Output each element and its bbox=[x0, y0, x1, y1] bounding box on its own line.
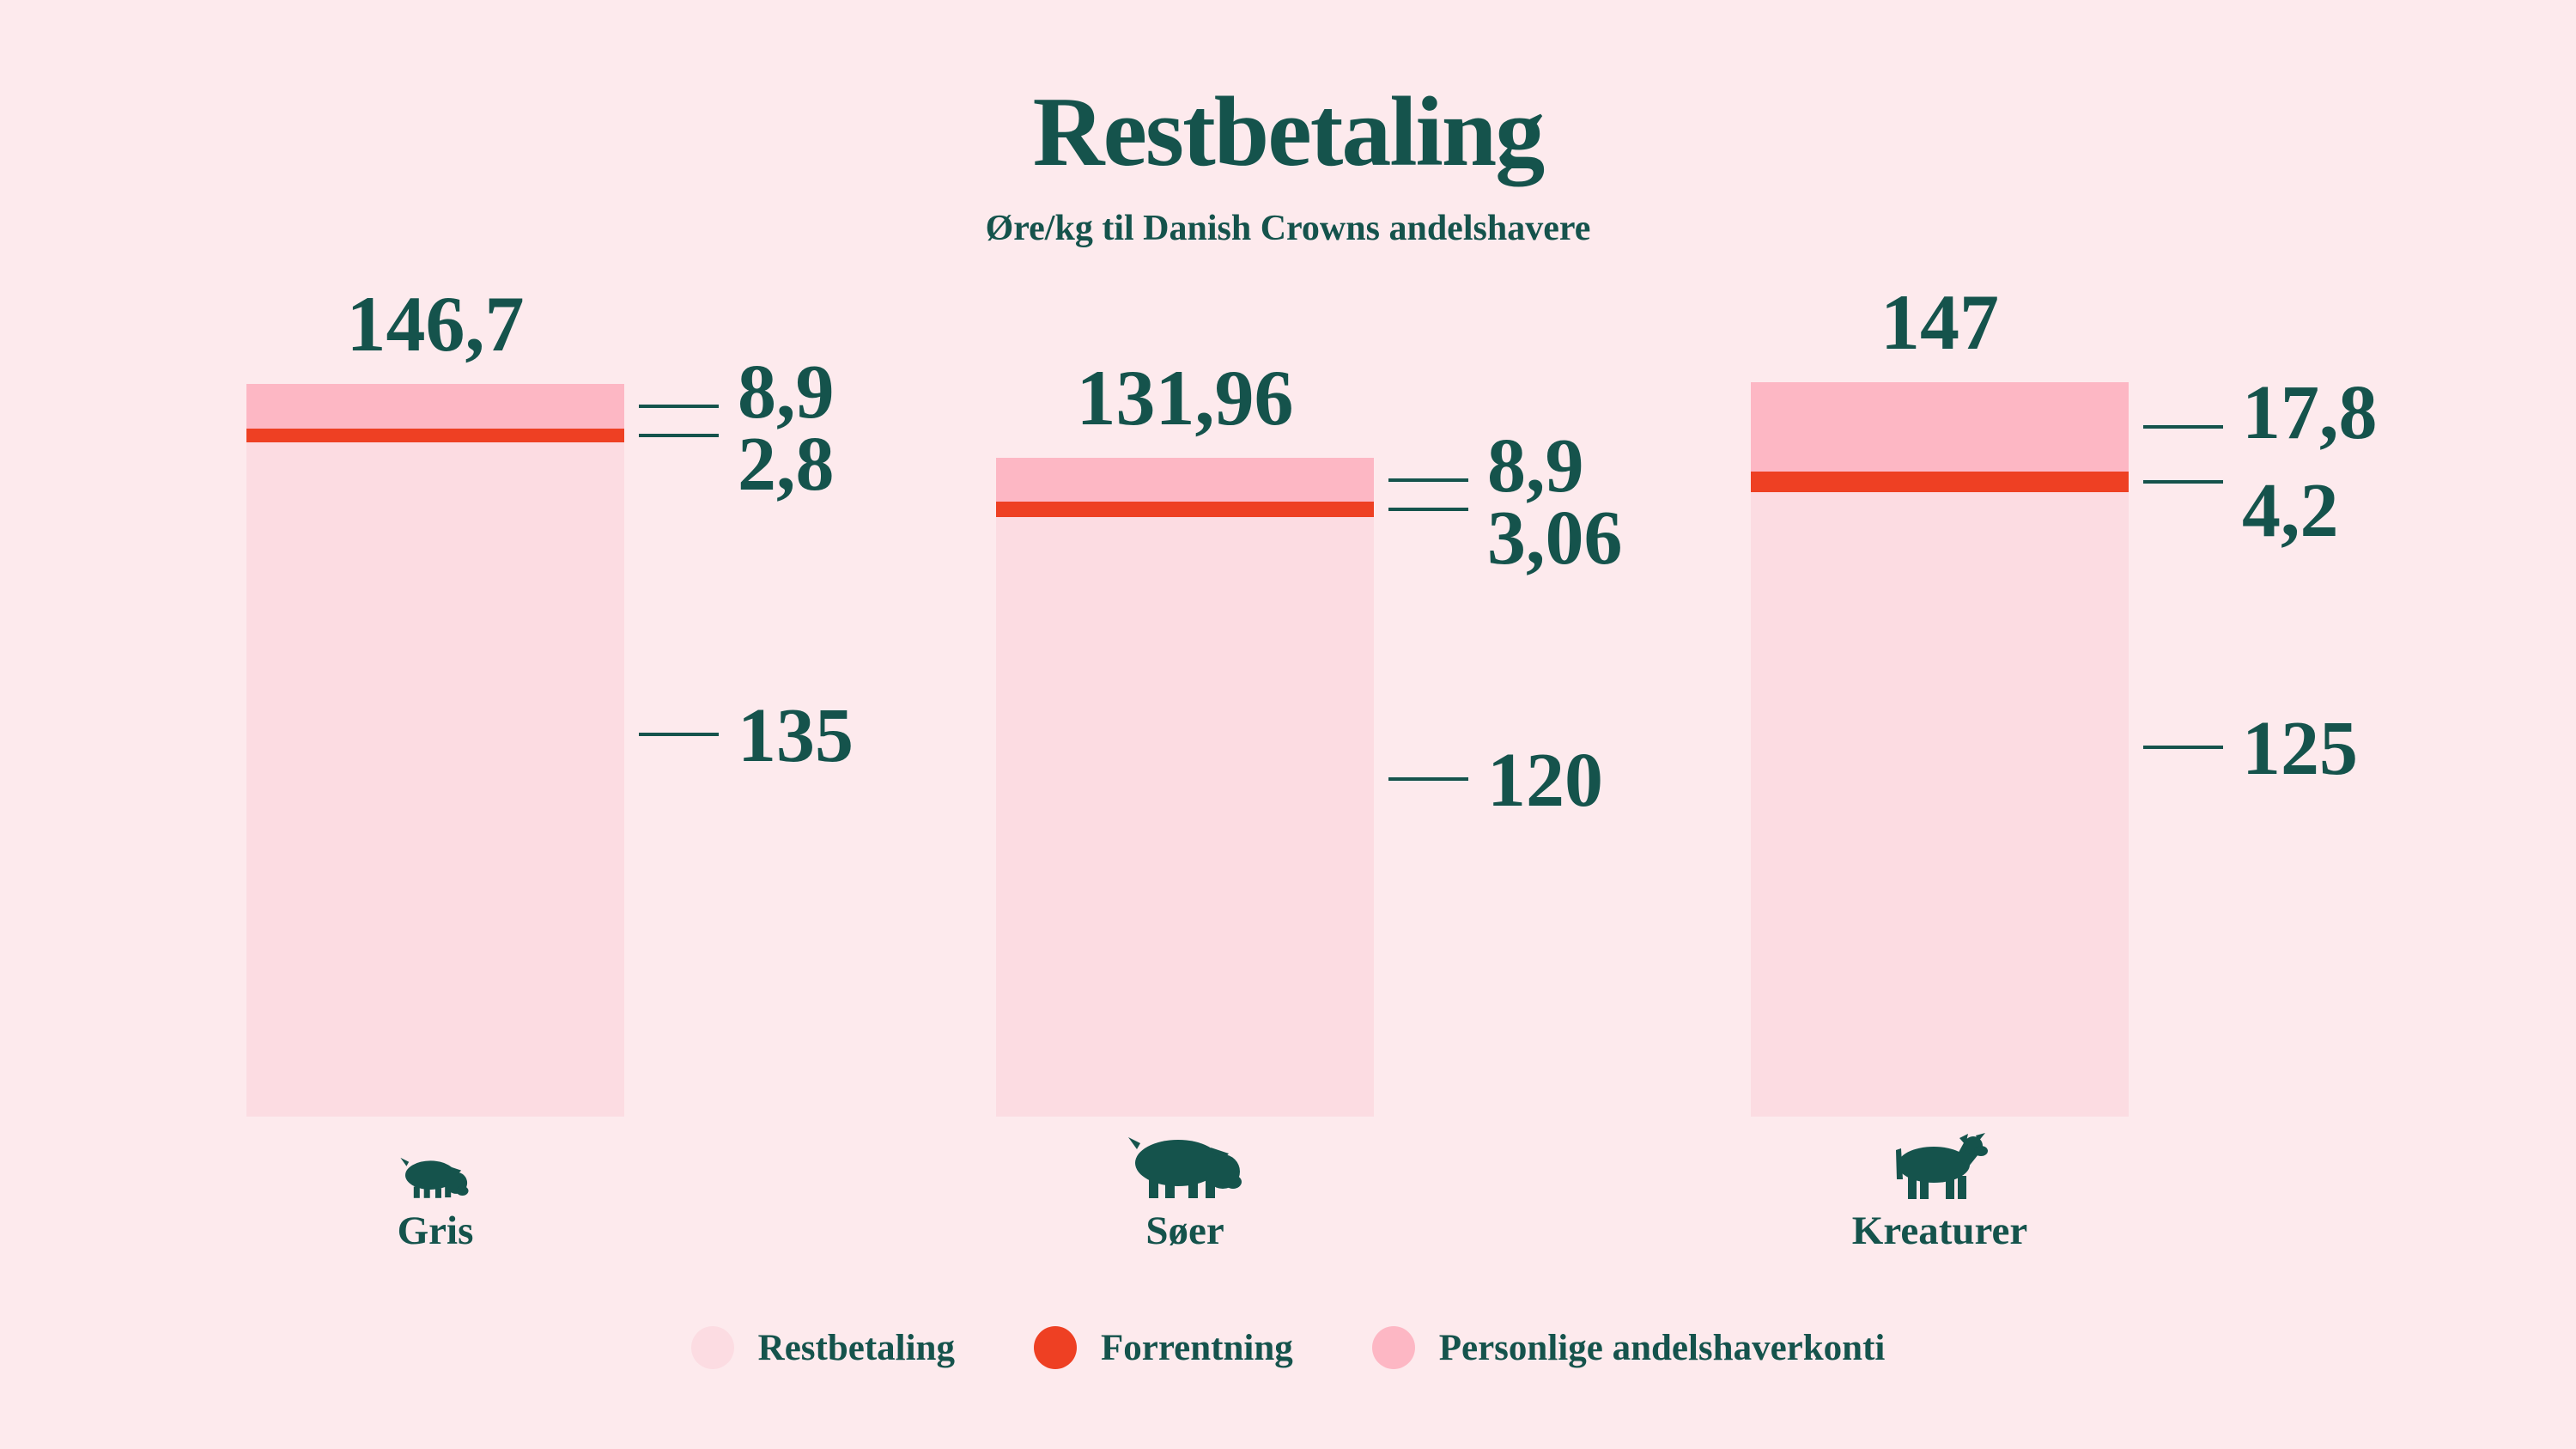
value-dash-forrentning bbox=[1388, 508, 1468, 512]
legend-label: Personlige andelshaverkonti bbox=[1438, 1327, 1886, 1368]
value-label-personlige-andelshaverkonti: 8,9 bbox=[738, 349, 835, 435]
value-dash-restbetaling bbox=[2143, 746, 2223, 749]
bar-segment-personlige-andelshaverkonti bbox=[1751, 382, 2129, 472]
chart-legend: Restbetaling Forrentning Personlige ande… bbox=[0, 1326, 2576, 1369]
restbetaling-swatch-icon bbox=[690, 1326, 734, 1369]
bar-total-label: 131,96 bbox=[1076, 353, 1294, 441]
bar-segment-restbetaling bbox=[246, 441, 624, 1117]
value-label-restbetaling: 120 bbox=[1487, 738, 1603, 823]
legend-item-restbetaling: Restbetaling bbox=[690, 1326, 955, 1369]
value-dash-personlige-andelshaverkonti bbox=[639, 404, 719, 408]
value-dash-personlige-andelshaverkonti bbox=[2143, 424, 2223, 429]
andelshaverkonti-swatch-icon bbox=[1371, 1326, 1415, 1369]
bar-segment-personlige-andelshaverkonti bbox=[996, 457, 1374, 502]
value-dash-forrentning bbox=[639, 433, 719, 437]
value-dash-personlige-andelshaverkonti bbox=[1388, 478, 1468, 482]
value-label-forrentning: 4,2 bbox=[2242, 467, 2339, 553]
legend-label: Restbetaling bbox=[757, 1327, 955, 1368]
legend-label: Forrentning bbox=[1100, 1327, 1293, 1368]
value-label-forrentning: 3,06 bbox=[1487, 496, 1623, 581]
bar-segment-restbetaling bbox=[996, 517, 1374, 1117]
bar-total-label: 146,7 bbox=[346, 279, 525, 368]
page-subtitle: Øre/kg til Danish Crowns andelshavere bbox=[985, 209, 1591, 248]
legend-item-forrentning: Forrentning bbox=[1033, 1326, 1293, 1369]
bar-segment-personlige-andelshaverkonti bbox=[246, 383, 624, 429]
legend-item-andelshaverkonti: Personlige andelshaverkonti bbox=[1371, 1326, 1886, 1369]
category-label-s-er: Søer bbox=[1145, 1209, 1224, 1253]
value-dash-restbetaling bbox=[639, 733, 719, 736]
value-label-personlige-andelshaverkonti: 17,8 bbox=[2242, 369, 2378, 455]
page-title: Restbetaling bbox=[1032, 77, 1546, 187]
cow-icon bbox=[1891, 1133, 1989, 1199]
bar-segment-forrentning bbox=[1751, 471, 2129, 493]
category-label-kreaturer: Kreaturer bbox=[1851, 1209, 2028, 1253]
value-label-forrentning: 2,8 bbox=[738, 421, 835, 507]
sow-icon bbox=[1128, 1137, 1242, 1199]
value-dash-restbetaling bbox=[1388, 777, 1468, 781]
bar-segment-forrentning bbox=[246, 428, 624, 442]
bar-segment-forrentning bbox=[996, 502, 1374, 518]
value-label-restbetaling: 125 bbox=[2242, 706, 2358, 791]
pig-icon bbox=[399, 1156, 471, 1199]
value-label-restbetaling: 135 bbox=[738, 693, 854, 778]
value-label-personlige-andelshaverkonti: 8,9 bbox=[1487, 423, 1584, 508]
forrentning-swatch-icon bbox=[1033, 1326, 1077, 1369]
value-dash-forrentning bbox=[2143, 479, 2223, 484]
category-label-gris: Gris bbox=[397, 1209, 474, 1253]
bar-segment-restbetaling bbox=[1751, 492, 2129, 1117]
bar-total-label: 147 bbox=[1880, 278, 1999, 367]
